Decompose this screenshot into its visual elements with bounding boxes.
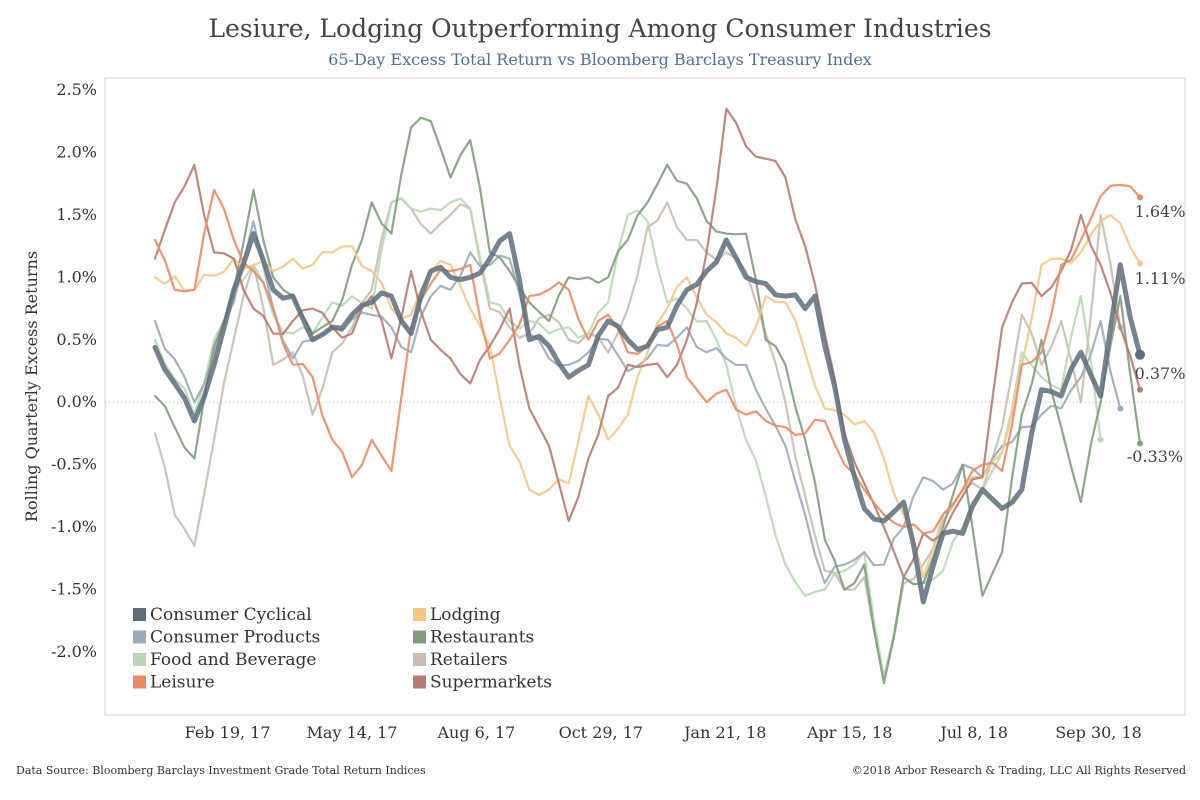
y-tick-label: 0.5% — [56, 330, 97, 349]
legend-label: Lodging — [430, 605, 501, 625]
legend-swatch — [133, 653, 146, 666]
end-value-label: -0.33% — [1127, 447, 1183, 466]
x-tick-label: May 14, 17 — [307, 723, 398, 742]
legend-swatch — [413, 675, 426, 689]
y-tick-label: -0.5% — [51, 455, 97, 474]
y-tick-label: 0.0% — [56, 392, 97, 411]
legend-label: Supermarkets — [430, 673, 552, 693]
legend-label: Food and Beverage — [150, 650, 316, 670]
data-source-note: Data Source: Bloomberg Barclays Investme… — [16, 764, 426, 777]
series-line-restaurants — [153, 116, 1142, 685]
series-end-point — [1137, 386, 1143, 393]
x-tick-label: Oct 29, 17 — [559, 723, 643, 742]
legend-swatch — [413, 608, 426, 621]
y-tick-label: 2.5% — [56, 80, 97, 99]
series-end-point — [1135, 349, 1145, 360]
legend-swatch — [413, 653, 426, 666]
legend-label: Consumer Cyclical — [150, 605, 312, 625]
series-line-consumer-cyclical — [152, 231, 1143, 605]
legend-swatch — [133, 675, 146, 689]
series-end-point — [1137, 194, 1143, 201]
y-tick-label: -1.5% — [51, 580, 97, 599]
series-end-point — [1117, 405, 1124, 412]
chart-axes: 2.5% 2.0% 1.5% 1.0% 0.5% 0.0% -0.5% -1.0% -1.5% -… — [22, 77, 1186, 742]
end-value-label: 1.11% — [1135, 269, 1186, 288]
series-end-point — [1137, 260, 1143, 267]
chart-subtitle: 65-Day Excess Total Return vs Bloomberg … — [328, 50, 872, 69]
x-tick-label: Apr 15, 18 — [806, 723, 892, 742]
x-tick-label: Feb 19, 17 — [185, 723, 271, 742]
series-end-point — [1137, 440, 1143, 447]
chart-series — [152, 107, 1145, 685]
x-tick-label: Aug 6, 17 — [436, 723, 515, 742]
legend-label: Retailers — [430, 650, 508, 670]
legend-label: Leisure — [150, 673, 215, 693]
x-tick-label: Jul 8, 18 — [938, 723, 1008, 742]
legend-label: Consumer Products — [150, 628, 320, 648]
plot-frame — [104, 77, 1186, 716]
y-tick-label: 2.0% — [56, 142, 97, 161]
legend-swatch — [413, 630, 426, 644]
end-value-labels: 1.64% 1.11% 0.37% -0.33% — [1127, 202, 1186, 466]
y-tick-label: 1.5% — [56, 205, 97, 224]
series-end-point — [1097, 436, 1104, 443]
legend-swatch — [133, 608, 146, 621]
x-tick-label: Sep 30, 18 — [1055, 723, 1142, 742]
legend-swatch — [133, 630, 146, 644]
y-tick-label: 1.0% — [56, 267, 97, 286]
end-value-label: 1.64% — [1135, 202, 1186, 221]
copyright-note: ©2018 Arbor Research & Trading, LLC All … — [851, 764, 1186, 777]
legend-label: Restaurants — [430, 628, 534, 648]
x-tick-label: Jan 21, 18 — [682, 723, 766, 742]
y-tick-label: -1.0% — [51, 517, 97, 536]
y-axis-label: Rolling Quarterly Excess Returns — [22, 251, 41, 522]
y-tick-label: -2.0% — [51, 642, 97, 661]
end-value-label: 0.37% — [1135, 364, 1186, 383]
series-line-lodging — [153, 213, 1142, 579]
series-line-supermarkets — [153, 107, 1142, 579]
chart-title: Lesiure, Lodging Outperforming Among Con… — [208, 14, 992, 43]
